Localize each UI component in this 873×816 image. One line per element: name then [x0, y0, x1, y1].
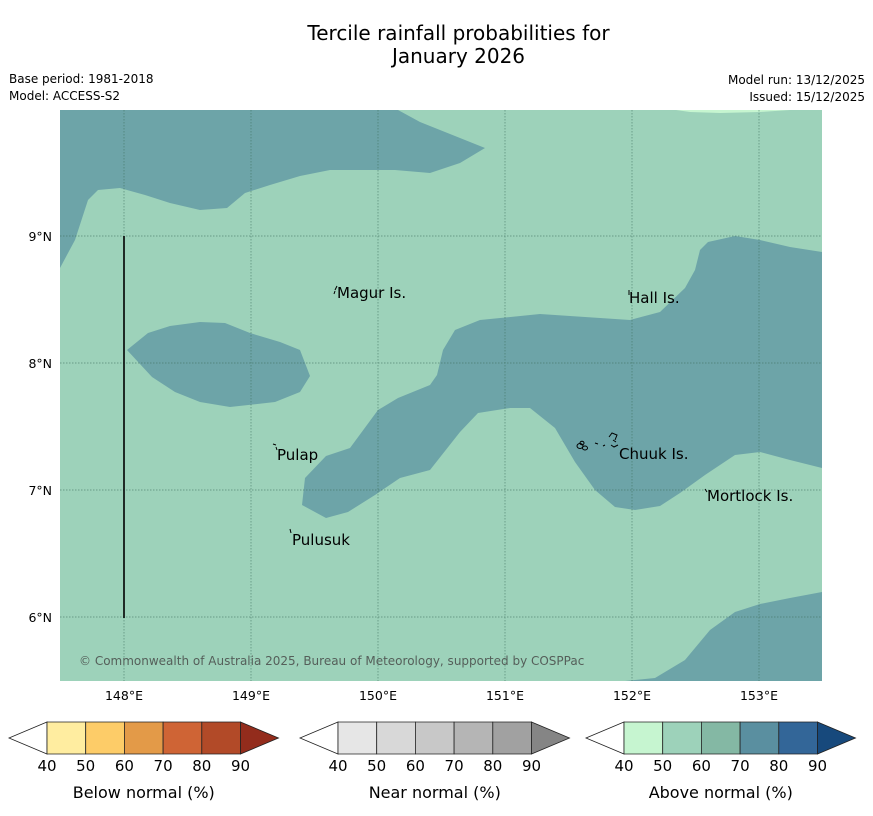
lon-label: 151°E	[486, 688, 524, 703]
base-period: Base period: 1981-2018	[9, 72, 154, 86]
island-mortlock	[704, 488, 708, 493]
above-normal-70-region-central	[302, 236, 822, 518]
legend-near-swatch	[492, 721, 532, 755]
above-normal-70-region-west	[127, 322, 310, 407]
legend-below-tick: 50	[76, 757, 95, 775]
legend-below-normal: 40 50 60 70 80 90 Below normal (%)	[7, 721, 280, 802]
legend-near-swatch	[415, 721, 455, 755]
legend-near-tick: 60	[406, 757, 425, 775]
legend-near-normal: 40 50 60 70 80 90 Near normal (%)	[298, 721, 571, 802]
legend-above-label: Above normal (%)	[649, 783, 793, 802]
island-pulap	[272, 443, 278, 451]
lat-label: 7°N	[28, 483, 52, 498]
place-labels: Magur Is. Hall Is. Pulap Chuuk Is. Mortl…	[277, 284, 793, 549]
legend-below-swatch	[240, 721, 280, 755]
legend-above-tick: 90	[808, 757, 827, 775]
issued-date: Issued: 15/12/2025	[749, 90, 865, 104]
legend-above-normal: 40 50 60 70 80 90 Above normal (%)	[584, 721, 857, 802]
legend-above-tick: 50	[653, 757, 672, 775]
island-pulusuk	[289, 528, 292, 534]
legend-below-tick: 70	[154, 757, 173, 775]
legend-near-label: Near normal (%)	[369, 783, 501, 802]
legend-near-swatch	[376, 721, 416, 755]
legend-near-swatch	[337, 721, 378, 755]
legend-below-swatch	[7, 721, 48, 755]
legend-above-swatch	[778, 721, 818, 755]
legend-above-swatch	[739, 721, 780, 755]
chart-title: Tercile rainfall probabilities for Janua…	[0, 22, 873, 68]
legend-above-swatch	[623, 721, 664, 755]
legend-below-tick: 80	[192, 757, 211, 775]
legend-below-tick: 90	[231, 757, 250, 775]
meta-right: Model run: 13/12/2025 Issued: 15/12/2025	[728, 72, 865, 106]
legend-above-tick: 80	[769, 757, 788, 775]
legend-below-tick: 40	[37, 757, 56, 775]
legend-above-swatch	[662, 721, 702, 755]
legend-near-tick: 80	[483, 757, 502, 775]
lat-label: 6°N	[28, 610, 52, 625]
lat-label: 8°N	[28, 356, 52, 371]
place-label-magur: Magur Is.	[337, 284, 406, 302]
model-run: Model run: 13/12/2025	[727, 73, 865, 87]
legend-below-tick: 60	[115, 757, 134, 775]
model-name: Model: ACCESS-S2	[9, 89, 121, 103]
island-chuuk	[576, 432, 619, 451]
legend-above-swatch	[701, 721, 741, 755]
title-line-2: January 2026	[391, 44, 526, 68]
lon-label: 150°E	[359, 688, 397, 703]
legend-below-swatch	[46, 721, 87, 755]
above-normal-70-region-southeast	[625, 592, 822, 681]
legend-below-swatch	[124, 721, 164, 755]
lon-label: 149°E	[232, 688, 270, 703]
legend-below-swatch	[162, 721, 203, 755]
legend-near-swatch	[453, 721, 494, 755]
above-normal-70-region-north	[60, 110, 485, 268]
legend-near-tick: 90	[522, 757, 541, 775]
lon-axis: 148°E 149°E 150°E 151°E 152°E 153°E	[105, 688, 778, 703]
island-outlines	[272, 285, 708, 534]
legend-above-swatch	[817, 721, 857, 755]
place-label-chuuk: Chuuk Is.	[619, 445, 688, 463]
lon-label: 153°E	[740, 688, 778, 703]
legend-above-tick: 60	[692, 757, 711, 775]
legend-near-tick: 40	[328, 757, 347, 775]
place-label-pulap: Pulap	[277, 446, 318, 464]
legend-below-label: Below normal (%)	[73, 783, 215, 802]
lat-label: 9°N	[28, 229, 52, 244]
place-label-pulusuk: Pulusuk	[292, 531, 350, 549]
colorbar-legends: 40 50 60 70 80 90 Below normal (%) 40 50…	[7, 721, 857, 802]
legend-near-tick: 70	[445, 757, 464, 775]
legend-below-swatch	[85, 721, 125, 755]
legend-below-swatch	[201, 721, 241, 755]
map-panel: Magur Is. Hall Is. Pulap Chuuk Is. Mortl…	[60, 110, 822, 681]
island-magur	[333, 285, 338, 295]
legend-near-tick: 50	[367, 757, 386, 775]
legend-near-swatch	[531, 721, 571, 755]
meta-left: Base period: 1981-2018 Model: ACCESS-S2	[9, 71, 154, 105]
place-label-hall: Hall Is.	[629, 289, 680, 307]
lon-label: 148°E	[105, 688, 143, 703]
title-line-1: Tercile rainfall probabilities for	[307, 21, 610, 45]
legend-near-swatch	[298, 721, 339, 755]
copyright-notice: © Commonwealth of Australia 2025, Bureau…	[79, 654, 584, 668]
legend-above-tick: 40	[614, 757, 633, 775]
lat-axis: 9°N 8°N 7°N 6°N	[28, 229, 52, 625]
place-label-mortlock: Mortlock Is.	[707, 487, 793, 505]
lon-label: 152°E	[613, 688, 651, 703]
above-normal-50-region	[676, 110, 790, 113]
legend-above-swatch	[584, 721, 625, 755]
legend-above-tick: 70	[731, 757, 750, 775]
